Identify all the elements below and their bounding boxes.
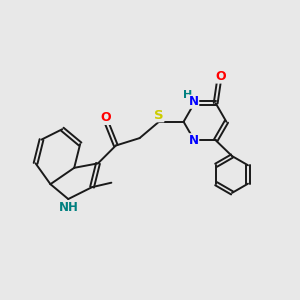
Text: NH: NH <box>59 201 79 214</box>
Text: N: N <box>189 134 199 147</box>
Text: N: N <box>189 95 199 108</box>
Text: O: O <box>216 70 226 83</box>
Text: O: O <box>100 111 111 124</box>
Text: H: H <box>183 90 192 100</box>
Text: S: S <box>154 109 164 122</box>
